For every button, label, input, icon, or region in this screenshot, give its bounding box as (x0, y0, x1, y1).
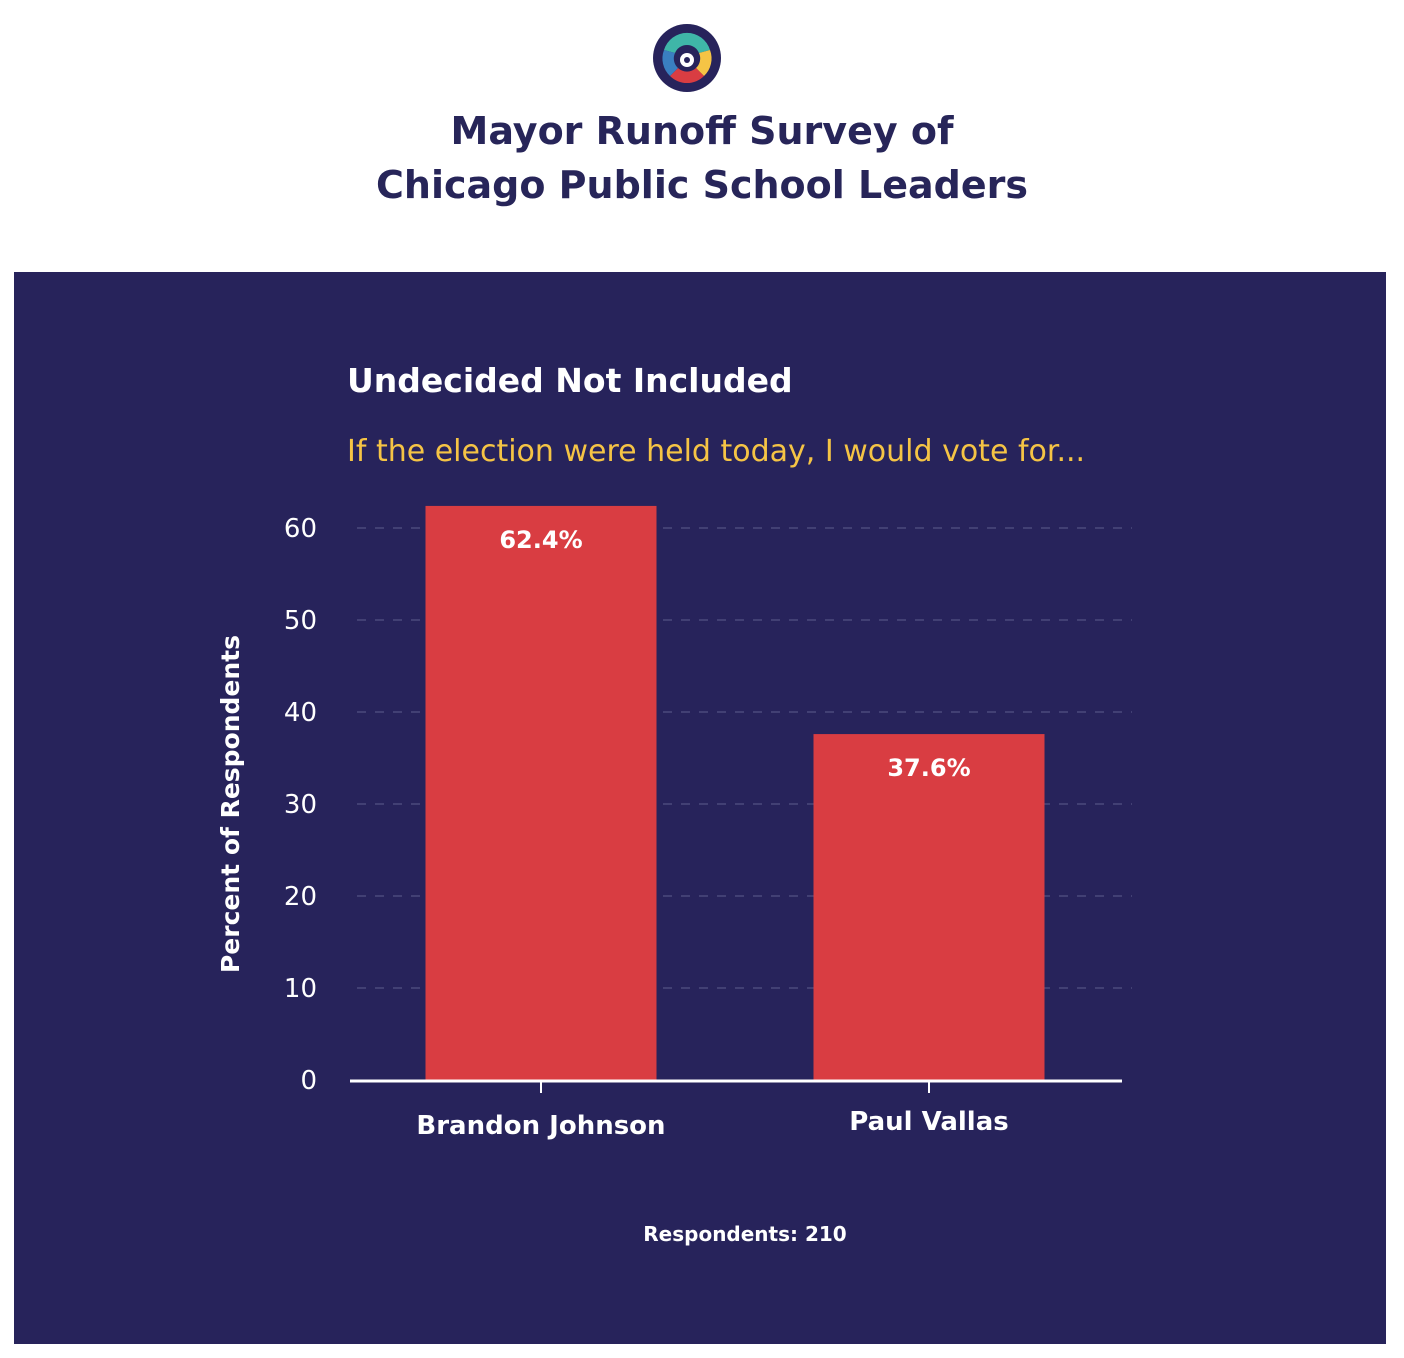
x-category-label-1: Paul Vallas (849, 1107, 1008, 1137)
chart-title: Undecided Not Included (347, 361, 793, 400)
bar-data-label-0: 62.4% (499, 526, 582, 554)
y-tick-label-40: 40 (284, 698, 317, 728)
page-title-line-1: Mayor Runoff Survey of (450, 109, 954, 153)
page-title-line-2: Chicago Public School Leaders (376, 163, 1028, 207)
y-axis-label: Percent of Respondents (216, 635, 245, 973)
x-category-label-0: Brandon Johnson (416, 1111, 665, 1141)
y-tick-label-60: 60 (284, 514, 317, 544)
y-tick-label-20: 20 (284, 882, 317, 912)
bars: 62.4% 37.6% (425, 505, 1045, 1080)
chart-subtitle: If the election were held today, I would… (347, 434, 1085, 469)
respondents-footnote: Respondents: 210 (643, 1222, 846, 1246)
bar-chart: Undecided Not Included If the election w… (216, 361, 1132, 1246)
y-tick-label-0: 0 (300, 1066, 317, 1096)
y-tick-label-50: 50 (284, 606, 317, 636)
y-tick-label-30: 30 (284, 790, 317, 820)
axes: 0 10 20 30 40 50 60 Brandon Johnson Paul Vallas (284, 514, 1122, 1141)
y-tick-label-10: 10 (284, 974, 317, 1004)
bar-0 (425, 505, 657, 1080)
bar-1 (813, 734, 1045, 1080)
organization-logo-icon (653, 24, 721, 92)
bar-data-label-1: 37.6% (887, 754, 970, 782)
chart-panel: Undecided Not Included If the election w… (14, 272, 1386, 1344)
